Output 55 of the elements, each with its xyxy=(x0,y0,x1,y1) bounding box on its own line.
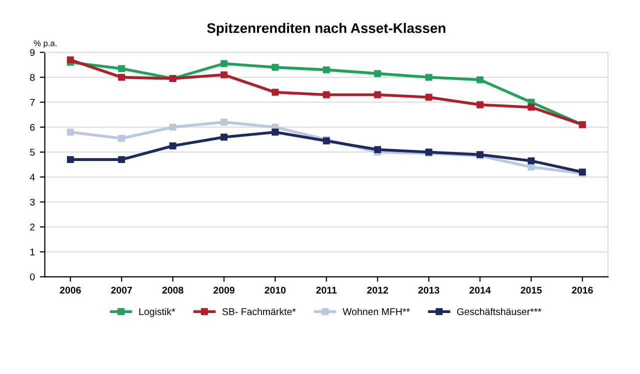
point xyxy=(169,124,176,131)
y-tick-label: 2 xyxy=(30,224,35,230)
y-tick-label: 6 xyxy=(30,124,35,131)
point xyxy=(272,128,279,136)
y-tick-label: 0 xyxy=(30,273,35,280)
x-tick-label: 2016 xyxy=(572,286,593,294)
y-tick-label: 1 xyxy=(30,248,35,256)
point xyxy=(374,146,382,154)
point xyxy=(374,70,382,78)
point xyxy=(220,71,228,78)
legend-label: Logistik* xyxy=(139,308,176,318)
point xyxy=(476,76,484,84)
point xyxy=(425,94,432,101)
point xyxy=(528,104,535,111)
y-tick-label: 5 xyxy=(30,148,35,156)
chart-title: Spitzenrenditen nach Asset-Klassen xyxy=(207,22,446,36)
legend-label: SB- Fachmärkte* xyxy=(222,308,296,316)
x-tick-label: 2012 xyxy=(367,286,388,294)
point xyxy=(272,64,279,71)
point xyxy=(66,128,74,136)
x-tick-label: 2010 xyxy=(264,286,286,294)
point xyxy=(425,74,432,81)
x-tick-label: 2014 xyxy=(470,286,491,294)
point xyxy=(220,118,228,126)
point xyxy=(322,91,330,98)
point xyxy=(118,65,126,72)
x-tick-label: 2006 xyxy=(60,286,81,294)
point xyxy=(66,56,74,64)
point xyxy=(169,142,176,150)
point xyxy=(476,101,484,108)
x-tick-label: 2008 xyxy=(162,286,184,294)
point xyxy=(118,156,126,164)
legend-label: Wohnen MFH** xyxy=(342,308,410,316)
point xyxy=(528,157,535,164)
point xyxy=(66,156,74,164)
y-tick-label: 7 xyxy=(30,99,35,106)
x-tick-label: 2015 xyxy=(520,286,542,294)
y-tick-label: 9 xyxy=(30,49,35,56)
y-tick-label: 4 xyxy=(30,174,35,181)
x-tick-label: 2007 xyxy=(111,286,132,294)
y-tick-label: 3 xyxy=(30,198,35,206)
point xyxy=(220,134,228,141)
x-tick-label: 2009 xyxy=(214,286,234,294)
point xyxy=(374,91,382,98)
point xyxy=(272,88,279,96)
point xyxy=(118,74,126,81)
point xyxy=(528,164,535,171)
point xyxy=(118,134,126,142)
x-tick-label: 2011 xyxy=(316,286,337,294)
y-tick-label: 8 xyxy=(30,74,35,81)
point xyxy=(322,66,330,74)
legend-label: Geschäftshäuser*** xyxy=(457,308,542,316)
x-tick-label: 2013 xyxy=(418,286,440,294)
y-axis-title: % p.a. xyxy=(34,40,56,48)
point xyxy=(220,60,228,68)
